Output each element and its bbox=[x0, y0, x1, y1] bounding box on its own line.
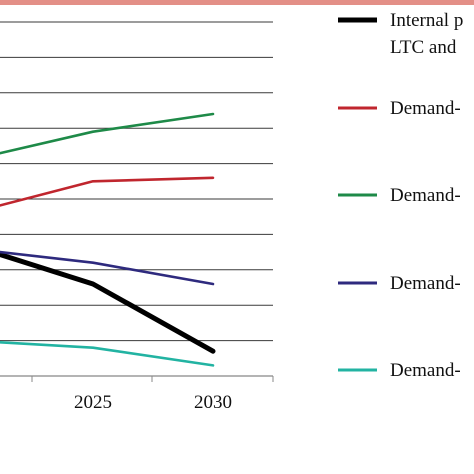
series-line-5 bbox=[0, 341, 215, 367]
series-line-1 bbox=[0, 251, 216, 354]
grid-lines bbox=[0, 21, 273, 377]
legend-label-3: Demand- bbox=[390, 185, 461, 206]
x-tick-label: 2030 bbox=[194, 392, 232, 413]
x-axis: 2025 2030 bbox=[31, 376, 274, 413]
legend-label-1-line2: LTC and bbox=[390, 37, 457, 58]
legend-label-4: Demand- bbox=[390, 273, 461, 294]
series-line-3 bbox=[0, 112, 215, 155]
series-line-2 bbox=[0, 176, 215, 207]
x-tick-label: 2025 bbox=[74, 392, 112, 413]
legend: Internal p LTC and Demand- Demand- Demand- De… bbox=[338, 10, 463, 381]
series-lines bbox=[0, 112, 216, 367]
legend-label-1: Internal p bbox=[390, 10, 463, 31]
top-border-bar bbox=[0, 0, 474, 5]
legend-label-2: Demand- bbox=[390, 98, 461, 119]
legend-label-5: Demand- bbox=[390, 360, 461, 381]
series-line-4 bbox=[0, 250, 215, 286]
